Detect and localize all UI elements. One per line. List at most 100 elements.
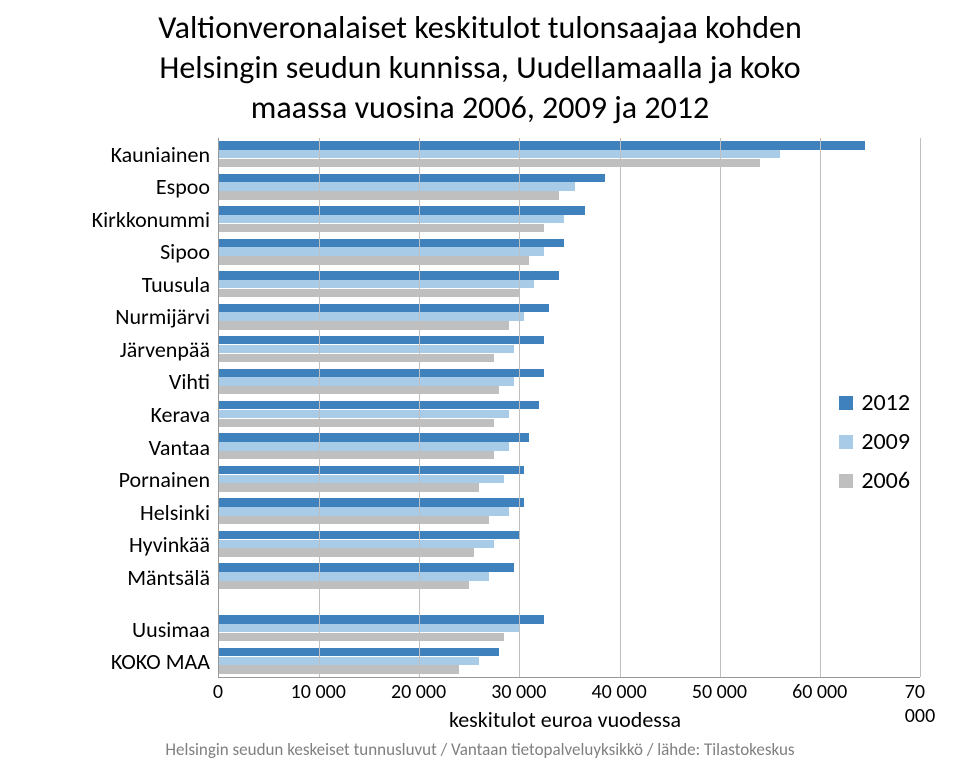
x-tick: 0 bbox=[213, 680, 223, 704]
legend-label-2006: 2006 bbox=[861, 466, 910, 495]
bar-2012 bbox=[219, 304, 549, 312]
gridline bbox=[519, 138, 520, 677]
legend: 2012 2009 2006 bbox=[839, 388, 910, 505]
bar-row bbox=[219, 333, 920, 365]
gridline bbox=[720, 138, 721, 677]
bar-2006 bbox=[219, 451, 494, 459]
bar-2009 bbox=[219, 657, 479, 665]
bar-2009 bbox=[219, 572, 489, 580]
bar-2006 bbox=[219, 224, 544, 232]
bar-2009 bbox=[219, 280, 534, 288]
bar-2006 bbox=[219, 386, 499, 394]
bar-row bbox=[219, 430, 920, 462]
legend-label-2012: 2012 bbox=[861, 388, 910, 417]
y-axis-label: Vantaa bbox=[40, 431, 210, 464]
bar-2006 bbox=[219, 191, 559, 199]
bar-2006 bbox=[219, 289, 519, 297]
x-tick: 30 000 bbox=[491, 680, 546, 704]
bar-2012 bbox=[219, 648, 499, 656]
bar-2012 bbox=[219, 206, 585, 214]
x-tick: 50 000 bbox=[692, 680, 747, 704]
bar-2009 bbox=[219, 247, 544, 255]
title-line3: maassa vuosina 2006, 2009 ja 2012 bbox=[251, 88, 709, 127]
gridline bbox=[319, 138, 320, 677]
legend-swatch-2006 bbox=[839, 474, 853, 488]
gridline bbox=[820, 138, 821, 677]
footer-source: Helsingin seudun keskeiset tunnusluvut /… bbox=[0, 739, 960, 760]
bar-2006 bbox=[219, 548, 474, 556]
bar-row bbox=[219, 645, 920, 677]
y-axis-label: Pornainen bbox=[40, 463, 210, 496]
bar-2009 bbox=[219, 507, 509, 515]
bars-container bbox=[219, 138, 920, 677]
bar-2006 bbox=[219, 581, 469, 589]
bar-2009 bbox=[219, 442, 509, 450]
y-axis-label bbox=[40, 593, 210, 613]
bar-2006 bbox=[219, 419, 494, 427]
y-axis-label: Sipoo bbox=[40, 236, 210, 269]
bar-2012 bbox=[219, 174, 605, 182]
y-axis-label: Kauniainen bbox=[40, 138, 210, 171]
bar-2012 bbox=[219, 433, 529, 441]
y-axis-labels: KauniainenEspooKirkkonummiSipooTuusulaNu… bbox=[40, 138, 218, 678]
bar-row bbox=[219, 593, 920, 612]
y-axis-label: Järvenpää bbox=[40, 333, 210, 366]
bar-row bbox=[219, 495, 920, 527]
legend-item-2006: 2006 bbox=[839, 466, 910, 495]
bar-2009 bbox=[219, 475, 504, 483]
x-tick: 10 000 bbox=[291, 680, 346, 704]
bar-2012 bbox=[219, 271, 559, 279]
bar-2012 bbox=[219, 466, 524, 474]
bar-row bbox=[219, 170, 920, 202]
bar-2012 bbox=[219, 615, 544, 623]
chart-area: KauniainenEspooKirkkonummiSipooTuusulaNu… bbox=[40, 138, 920, 678]
bar-2006 bbox=[219, 321, 509, 329]
bar-2009 bbox=[219, 410, 509, 418]
x-axis-label: keskitulot euroa vuodessa bbox=[170, 706, 960, 733]
bar-2009 bbox=[219, 150, 780, 158]
chart-title: Valtionveronalaiset keskitulot tulonsaaj… bbox=[0, 0, 960, 132]
bar-row bbox=[219, 612, 920, 644]
bar-2012 bbox=[219, 141, 865, 149]
y-axis-label: Kerava bbox=[40, 398, 210, 431]
bar-2009 bbox=[219, 377, 514, 385]
y-axis-label: Nurmijärvi bbox=[40, 301, 210, 334]
y-axis-label: Tuusula bbox=[40, 268, 210, 301]
bar-2012 bbox=[219, 369, 544, 377]
bar-2012 bbox=[219, 563, 514, 571]
bar-2009 bbox=[219, 215, 564, 223]
bar-2012 bbox=[219, 239, 564, 247]
gridline bbox=[920, 138, 921, 677]
bar-row bbox=[219, 300, 920, 332]
title-line1: Valtionveronalaiset keskitulot tulonsaaj… bbox=[158, 8, 802, 47]
legend-swatch-2009 bbox=[839, 435, 853, 449]
x-tick: 60 000 bbox=[792, 680, 847, 704]
y-axis-label: Helsinki bbox=[40, 496, 210, 529]
bar-row bbox=[219, 365, 920, 397]
bar-2006 bbox=[219, 256, 529, 264]
bar-2009 bbox=[219, 345, 514, 353]
bar-2012 bbox=[219, 401, 539, 409]
bar-2009 bbox=[219, 182, 575, 190]
legend-label-2009: 2009 bbox=[861, 427, 910, 456]
bar-2009 bbox=[219, 624, 519, 632]
bar-2006 bbox=[219, 516, 489, 524]
y-axis-label: Espoo bbox=[40, 171, 210, 204]
gridline bbox=[620, 138, 621, 677]
bar-2006 bbox=[219, 665, 459, 673]
bar-row bbox=[219, 138, 920, 170]
bar-2006 bbox=[219, 483, 479, 491]
y-axis-label: Uusimaa bbox=[40, 613, 210, 646]
bar-row bbox=[219, 235, 920, 267]
legend-swatch-2012 bbox=[839, 396, 853, 410]
y-axis-label: KOKO MAA bbox=[40, 645, 210, 678]
bar-2012 bbox=[219, 498, 524, 506]
x-axis-ticks: 010 00020 00030 00040 00050 00060 00070 … bbox=[218, 678, 920, 706]
bar-row bbox=[219, 398, 920, 430]
bar-row bbox=[219, 528, 920, 560]
y-axis-label: Kirkkonummi bbox=[40, 203, 210, 236]
legend-item-2009: 2009 bbox=[839, 427, 910, 456]
bar-2006 bbox=[219, 159, 760, 167]
bar-row bbox=[219, 268, 920, 300]
x-tick: 20 000 bbox=[391, 680, 446, 704]
